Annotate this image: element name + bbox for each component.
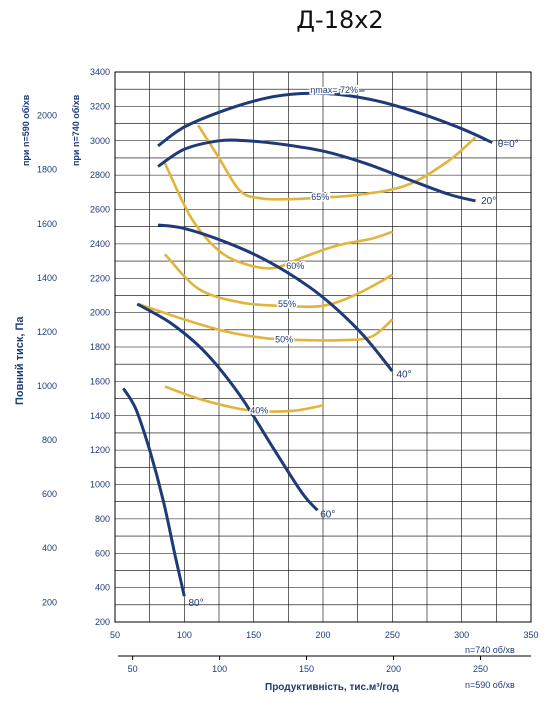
x-axis-label: Продуктивність, тис.м³/год: [265, 682, 399, 693]
x-tick-label-590: 50: [128, 664, 138, 674]
y-tick-label-740: 600: [95, 548, 110, 558]
y-tick-label-740: 1000: [90, 480, 110, 490]
y-tick-label-740: 3000: [90, 136, 110, 146]
y-tick-label-740: 1200: [90, 445, 110, 455]
chart-title: Д-18х2: [296, 6, 384, 34]
blade-angle-label: 40°: [396, 370, 411, 381]
x-axis-note-740: n=740 об/хв: [465, 645, 515, 655]
blade-angle-label: θ=0°: [498, 139, 519, 150]
y-tick-label-590: 1400: [37, 273, 57, 283]
y-tick-label-740: 2200: [90, 273, 110, 283]
y-tick-label-740: 200: [95, 617, 110, 627]
y-tick-label-590: 600: [42, 489, 57, 499]
efficiency-curve: [163, 253, 393, 309]
blade-angle-curve: [122, 387, 186, 597]
efficiency-curve: [163, 162, 393, 270]
y-tick-label-590: 400: [42, 543, 57, 553]
y-tick-label-740: 3200: [90, 101, 110, 111]
y-tick-label-590: 200: [42, 597, 57, 607]
x-tick-label-590: 250: [473, 664, 488, 674]
efficiency-label: 65%: [311, 192, 329, 202]
efficiency-label: 55%: [278, 299, 296, 309]
y-tick-label-590: 1800: [37, 165, 57, 175]
blade-angle-curve: [157, 223, 394, 373]
efficiency-label: 40%: [250, 405, 268, 415]
efficiency-curve: [164, 385, 324, 413]
blade-angle-label: 80°: [188, 598, 203, 609]
y-tick-label-740: 3400: [90, 67, 110, 77]
y-tick-label-740: 1800: [90, 342, 110, 352]
efficiency-curve: [138, 302, 394, 342]
efficiency-label: ηmax= 72%: [310, 85, 358, 95]
efficiency-label: 60%: [286, 261, 304, 271]
y-tick-label-590: 1600: [37, 219, 57, 229]
efficiency-label: 50%: [275, 334, 293, 344]
x-tick-label-590: 150: [299, 664, 314, 674]
y-tick-label-740: 1400: [90, 411, 110, 421]
y-tick-label-590: 800: [42, 435, 57, 445]
x-tick-label-590: 100: [212, 664, 227, 674]
x-tick-label-590: 200: [386, 664, 401, 674]
efficiency-curve: [197, 124, 477, 201]
y-tick-label-740: 400: [95, 583, 110, 593]
blade-angle-curve: [136, 302, 319, 512]
y-tick-label-740: 2800: [90, 170, 110, 180]
y-tick-label-740: 2400: [90, 239, 110, 249]
y-tick-label-740: 1600: [90, 376, 110, 386]
y-tick-label-740: 2600: [90, 205, 110, 215]
blade-angle-curve: [157, 138, 476, 203]
x-tick-label-740: 250: [385, 630, 400, 640]
x-axis-note-590: n=590 об/хв: [465, 680, 515, 690]
x-tick-label-740: 100: [177, 630, 192, 640]
blade-angle-label: 20°: [481, 196, 496, 207]
x-tick-label-740: 150: [246, 630, 261, 640]
y-tick-label-740: 800: [95, 514, 110, 524]
y-tick-label-590: 1000: [37, 381, 57, 391]
x-tick-label-740: 50: [110, 630, 120, 640]
blade-angle-curve: [157, 91, 493, 148]
y-tick-label-740: 2000: [90, 308, 110, 318]
x-tick-label-740: 300: [454, 630, 469, 640]
y-tick-label-590: 2000: [37, 111, 57, 121]
x-tick-label-740: 350: [523, 630, 538, 640]
blade-angle-label: 60°: [320, 510, 335, 521]
y-tick-label-590: 1200: [37, 327, 57, 337]
x-tick-label-740: 200: [315, 630, 330, 640]
